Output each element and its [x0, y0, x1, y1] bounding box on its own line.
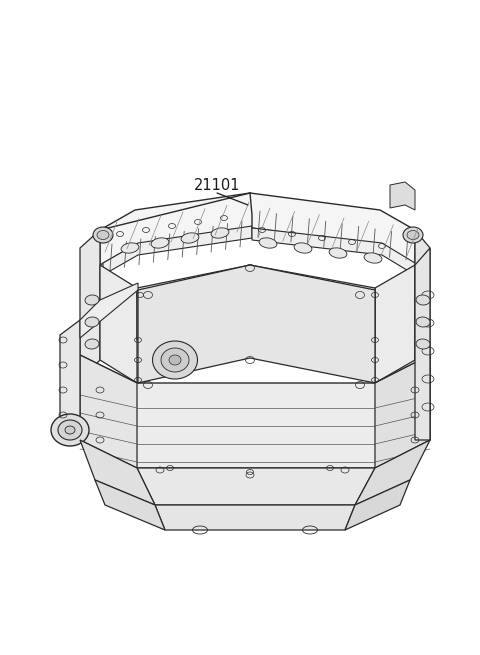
Polygon shape: [160, 302, 340, 355]
Ellipse shape: [163, 321, 207, 343]
Ellipse shape: [259, 238, 277, 248]
Ellipse shape: [403, 227, 423, 243]
Ellipse shape: [97, 231, 109, 240]
Ellipse shape: [407, 231, 419, 240]
Polygon shape: [80, 355, 430, 468]
Polygon shape: [80, 440, 155, 505]
Polygon shape: [137, 265, 375, 340]
Polygon shape: [250, 193, 415, 265]
Ellipse shape: [58, 420, 82, 440]
Ellipse shape: [319, 321, 363, 343]
Ellipse shape: [240, 321, 286, 343]
Polygon shape: [80, 283, 138, 338]
Polygon shape: [155, 505, 355, 530]
Polygon shape: [415, 248, 430, 440]
Polygon shape: [345, 480, 410, 530]
Polygon shape: [355, 440, 430, 505]
Polygon shape: [375, 355, 430, 468]
Ellipse shape: [416, 295, 430, 305]
Ellipse shape: [211, 228, 229, 238]
Ellipse shape: [153, 341, 197, 379]
Ellipse shape: [294, 243, 312, 253]
Ellipse shape: [364, 253, 382, 263]
Polygon shape: [252, 228, 415, 275]
Polygon shape: [100, 193, 270, 265]
Polygon shape: [80, 230, 100, 370]
Polygon shape: [415, 230, 430, 360]
Ellipse shape: [416, 317, 430, 327]
Polygon shape: [137, 468, 375, 505]
Ellipse shape: [85, 339, 99, 349]
Polygon shape: [390, 182, 415, 210]
Ellipse shape: [181, 233, 199, 243]
Ellipse shape: [161, 348, 189, 372]
Polygon shape: [60, 320, 80, 440]
Ellipse shape: [51, 414, 89, 446]
Polygon shape: [95, 480, 165, 530]
Polygon shape: [138, 265, 375, 383]
Ellipse shape: [121, 243, 139, 253]
Ellipse shape: [416, 339, 430, 349]
Ellipse shape: [329, 248, 347, 258]
Ellipse shape: [65, 426, 75, 434]
Polygon shape: [103, 226, 252, 275]
Ellipse shape: [85, 295, 99, 305]
Polygon shape: [375, 265, 415, 383]
Polygon shape: [100, 265, 137, 383]
Ellipse shape: [93, 227, 113, 243]
Ellipse shape: [169, 355, 181, 365]
Ellipse shape: [85, 317, 99, 327]
Polygon shape: [80, 355, 137, 468]
Text: 21101: 21101: [194, 178, 240, 193]
Ellipse shape: [151, 238, 169, 248]
